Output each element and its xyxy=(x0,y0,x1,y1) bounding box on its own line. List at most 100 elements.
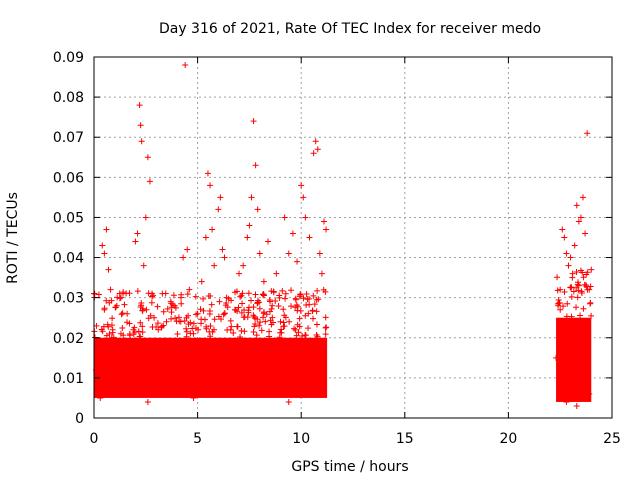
data-point xyxy=(270,319,277,326)
data-point xyxy=(135,328,142,335)
data-point xyxy=(116,290,123,297)
data-point xyxy=(322,314,329,321)
data-point xyxy=(245,307,252,314)
data-point xyxy=(144,154,151,161)
data-point xyxy=(175,314,182,321)
data-point xyxy=(252,321,259,328)
data-point xyxy=(571,242,578,249)
data-point xyxy=(567,284,574,291)
data-point xyxy=(573,268,580,275)
data-point xyxy=(310,315,317,322)
data-point xyxy=(192,293,199,300)
x-axis-label: GPS time / hours xyxy=(291,459,408,475)
data-point xyxy=(208,301,215,308)
data-point xyxy=(295,329,302,336)
data-point xyxy=(579,269,586,276)
data-point xyxy=(322,324,329,331)
data-point xyxy=(123,319,130,326)
data-point xyxy=(273,270,280,277)
data-point xyxy=(584,286,591,293)
data-point xyxy=(122,338,129,345)
data-point xyxy=(580,274,587,281)
data-point xyxy=(207,322,214,329)
data-point xyxy=(150,292,157,299)
data-point xyxy=(292,295,299,302)
data-point xyxy=(103,226,110,233)
data-point xyxy=(137,319,144,326)
data-point xyxy=(178,300,185,307)
data-point xyxy=(252,162,259,169)
data-point xyxy=(272,298,279,305)
data-point xyxy=(109,315,116,322)
data-point xyxy=(203,323,210,330)
data-point xyxy=(114,294,121,301)
data-point xyxy=(173,354,180,361)
data-point xyxy=(577,312,584,319)
data-point xyxy=(563,398,570,405)
data-point xyxy=(575,218,582,225)
data-point xyxy=(564,300,571,307)
data-point xyxy=(115,358,122,365)
data-point xyxy=(246,304,253,311)
data-point xyxy=(256,322,263,329)
data-point xyxy=(300,295,307,302)
data-point xyxy=(305,325,312,332)
data-point xyxy=(276,334,283,341)
data-point xyxy=(170,292,177,299)
chart-title: Day 316 of 2021, Rate Of TEC Index for r… xyxy=(159,21,541,37)
data-point xyxy=(304,296,311,303)
data-point xyxy=(582,230,589,237)
data-point xyxy=(260,291,267,298)
data-point xyxy=(289,230,296,237)
data-point xyxy=(132,238,139,245)
data-point xyxy=(554,274,561,281)
data-point xyxy=(216,298,223,305)
data-point xyxy=(131,329,138,336)
data-point xyxy=(164,305,171,312)
data-point xyxy=(586,390,593,397)
data-point xyxy=(183,328,190,335)
data-point xyxy=(198,278,205,285)
data-point xyxy=(232,306,239,313)
data-point xyxy=(139,323,146,330)
data-point xyxy=(137,122,144,129)
data-point xyxy=(276,294,283,301)
data-point xyxy=(186,286,193,293)
y-tick-label: 0.01 xyxy=(53,371,84,387)
y-tick-label: 0.02 xyxy=(53,331,84,347)
data-point xyxy=(282,295,289,302)
data-point xyxy=(111,342,118,349)
data-point xyxy=(126,290,133,297)
data-point xyxy=(187,319,194,326)
data-point xyxy=(254,316,261,323)
data-point xyxy=(172,315,179,322)
data-point xyxy=(568,293,575,300)
data-point xyxy=(142,214,149,221)
data-point xyxy=(294,307,301,314)
data-point xyxy=(309,307,316,314)
data-point xyxy=(187,330,194,337)
data-point xyxy=(554,287,561,294)
data-point xyxy=(209,226,216,233)
data-point xyxy=(323,324,330,331)
data-point xyxy=(224,304,231,311)
data-point xyxy=(288,287,295,294)
data-point xyxy=(299,332,306,339)
data-point xyxy=(587,299,594,306)
data-point xyxy=(134,288,141,295)
data-point xyxy=(120,332,127,339)
data-point xyxy=(207,333,214,340)
data-point xyxy=(153,350,160,357)
data-point xyxy=(554,300,561,307)
dense-band-region xyxy=(556,317,592,402)
y-tick-label: 0.03 xyxy=(53,291,84,307)
data-point xyxy=(320,286,327,293)
data-point xyxy=(269,302,276,309)
data-point xyxy=(561,234,568,241)
data-point xyxy=(223,300,230,307)
data-point xyxy=(107,286,114,293)
data-point xyxy=(221,310,228,317)
data-point xyxy=(246,222,253,229)
data-point xyxy=(302,312,309,319)
